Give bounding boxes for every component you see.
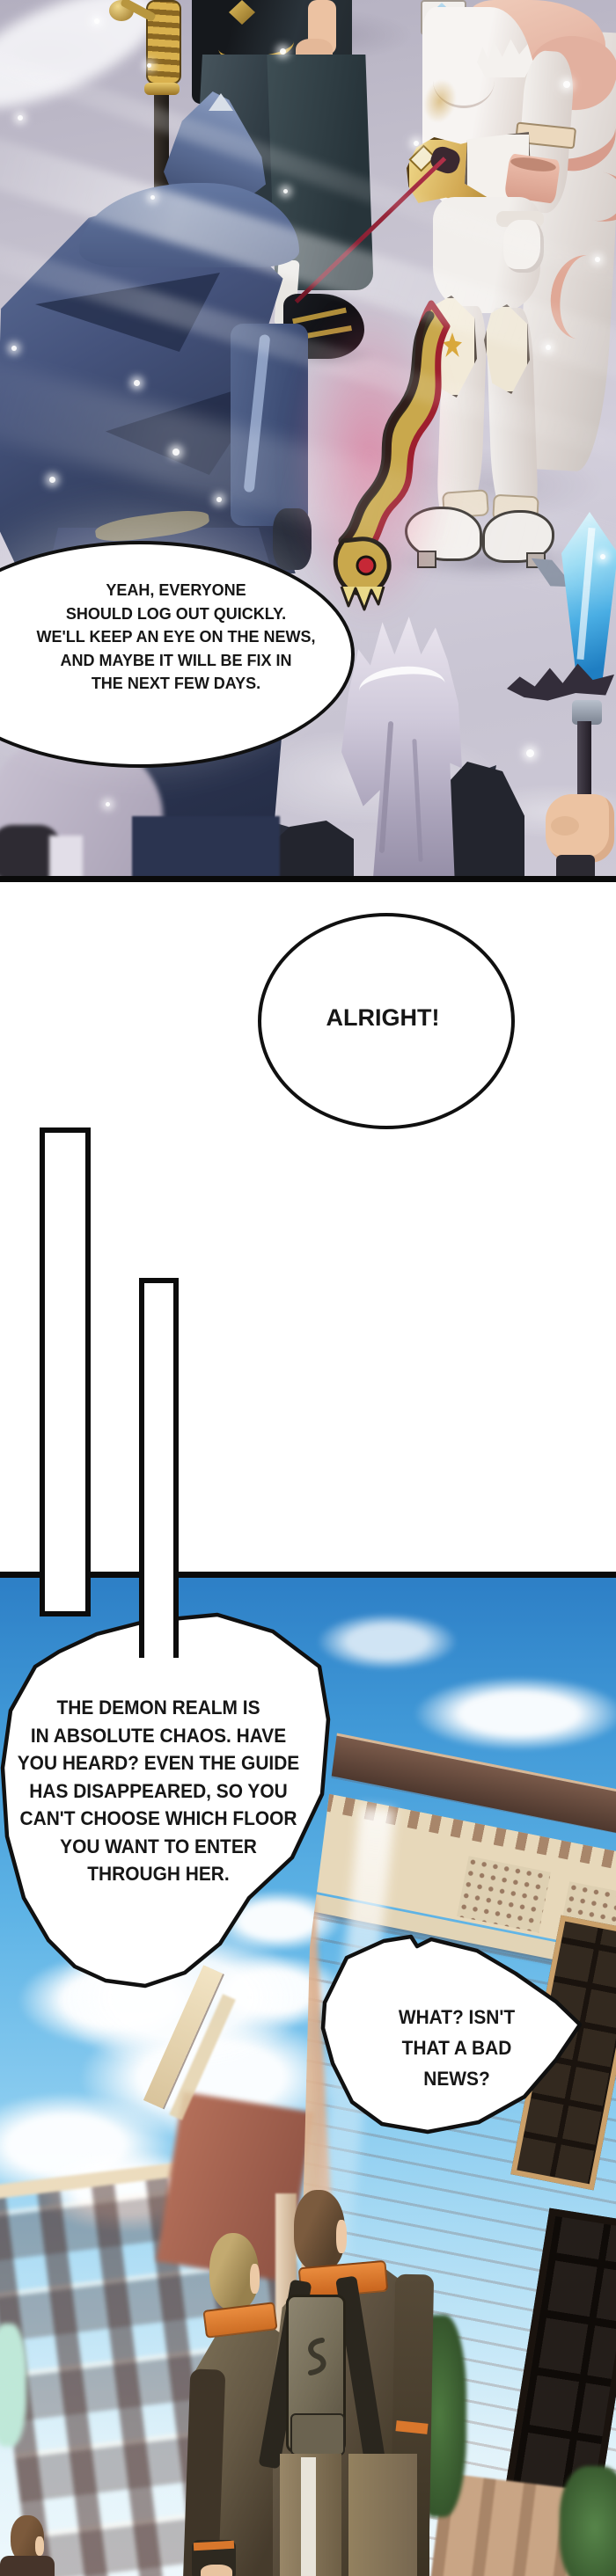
speech-bubble-3-text: THE DEMON REALM IS IN ABSOLUTE CHAOS. HA… [17, 1697, 300, 1885]
staff-gold-ring [144, 83, 180, 95]
woman-glove-hand [503, 220, 544, 273]
panel-top [0, 0, 616, 882]
gap-light-sliver [301, 2457, 316, 2576]
sparkle [414, 141, 419, 146]
sparkle [526, 749, 534, 757]
sparkle [563, 81, 570, 88]
student-right-face-sliver [336, 2220, 347, 2253]
student-right-leg-right [348, 2454, 417, 2576]
lattice-panel [456, 1856, 551, 1933]
student-left-hand [201, 2565, 232, 2576]
spear-hand-thumb [551, 816, 579, 836]
speech-bubble-1 [0, 541, 355, 768]
sparkle [11, 346, 17, 351]
speech-bubble-1-text: YEAH, EVERYONE SHOULD LOG OUT QUICKLY. W… [36, 581, 316, 692]
sparkle [172, 449, 180, 456]
sparkle [94, 18, 99, 24]
pedestrian-body [0, 2556, 55, 2576]
sparkle [595, 257, 600, 262]
sparkle [150, 195, 155, 200]
speech-bubble-2-text: ALRIGHT! [326, 1004, 440, 1031]
sparkle [134, 380, 140, 386]
spear-wrist-cuff [556, 855, 595, 876]
bystander-arm [0, 825, 59, 876]
cloud [317, 1613, 458, 1670]
bystander-sleeve [49, 836, 83, 876]
sparkle [147, 63, 151, 68]
tree-foliage [560, 2466, 616, 2576]
speech-bubble-2 [258, 913, 515, 1129]
sparkle [18, 115, 23, 120]
cloud [414, 1676, 616, 1751]
student-left-face-sliver [250, 2264, 260, 2294]
speech-bubble-4 [320, 1930, 591, 2139]
bubble-tail-rect-1 [40, 1127, 91, 1616]
sparkle [106, 802, 110, 806]
backpack-hook-emblem-icon [304, 2336, 327, 2378]
speech-bubble-4-text: WHAT? ISN'T THAT A BAD NEWS? [398, 2006, 516, 2090]
sparkle [280, 48, 286, 55]
demon-sword [290, 286, 458, 638]
sparkle [216, 497, 222, 502]
left-edge-foliage [0, 2324, 26, 2447]
woman-chest-contour [433, 53, 495, 108]
pedestrian-face-sliver [35, 2536, 44, 2556]
sparkle [546, 345, 551, 350]
sparkle [49, 477, 55, 483]
sparkle [600, 554, 605, 559]
bubble-tail-rect-2 [139, 1278, 179, 1658]
sparkle [283, 189, 288, 193]
backpack-bottom-flap [290, 2413, 345, 2456]
spear-ferrule [572, 700, 602, 725]
cloak-hem-dark [132, 816, 280, 876]
speech-bubble-3 [0, 1608, 333, 1996]
